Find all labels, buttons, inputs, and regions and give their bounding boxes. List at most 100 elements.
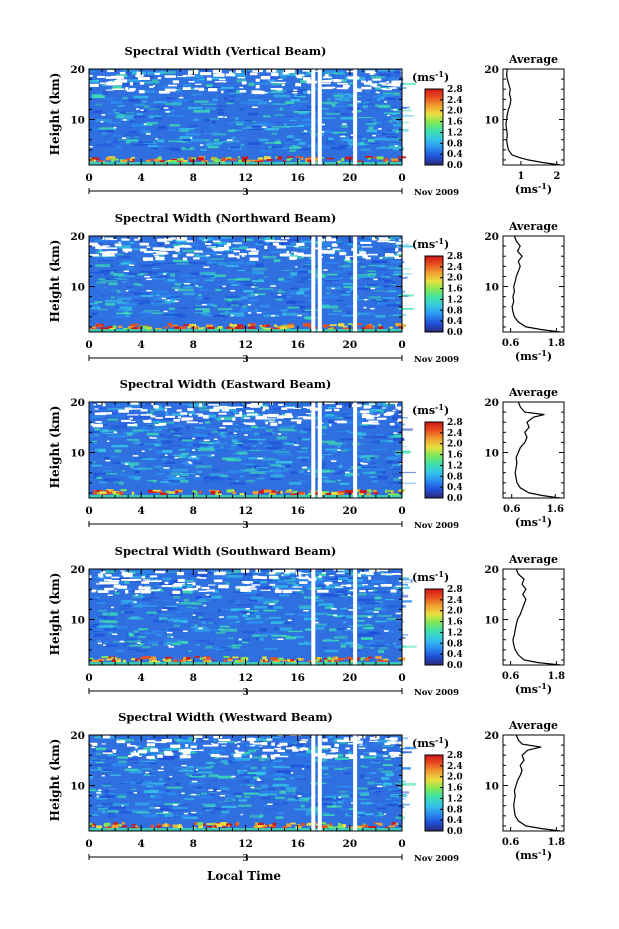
- heatmap-cell: [325, 606, 335, 609]
- heatmap-cell-surface: [337, 657, 345, 661]
- heatmap-cell: [125, 314, 130, 318]
- missing-data-cell: [99, 581, 111, 585]
- heatmap-cell: [143, 80, 148, 82]
- missing-data-cell: [365, 462, 368, 465]
- heatmap-cell: [233, 792, 242, 795]
- heatmap-cell: [393, 437, 405, 441]
- heatmap-cell: [243, 790, 259, 792]
- heatmap-cell: [267, 79, 275, 82]
- missing-data-cell: [282, 589, 293, 594]
- heatmap-cell: [267, 763, 271, 766]
- heatmap-cell: [114, 295, 122, 298]
- missing-data-cell: [305, 575, 309, 579]
- heatmap-cell: [367, 457, 371, 460]
- missing-data-cell: [106, 250, 118, 254]
- heatmap-cell-surface: [303, 323, 311, 327]
- missing-data-cell: [338, 796, 342, 799]
- missing-data-cell: [292, 92, 298, 94]
- heatmap-cell: [204, 297, 210, 300]
- heatmap-cell: [359, 793, 370, 796]
- missing-data-cell: [293, 246, 299, 248]
- heatmap-cell: [193, 402, 209, 404]
- heatmap-cell: [114, 592, 120, 595]
- heatmap-cell: [150, 604, 160, 607]
- heatmap-cell: [197, 470, 203, 473]
- heatmap-cell: [384, 433, 394, 437]
- heatmap-cell: [111, 101, 123, 104]
- missing-data-cell: [294, 252, 304, 256]
- heatmap-cell: [374, 741, 390, 745]
- missing-data-cell: [105, 81, 111, 86]
- heatmap-cell-surface: [203, 659, 210, 663]
- heatmap-cell-surface: [111, 159, 115, 162]
- heatmap-cell: [371, 440, 387, 443]
- heatmap-cell: [373, 95, 380, 98]
- heatmap-cell: [161, 458, 168, 460]
- heatmap-cell: [293, 742, 298, 744]
- heatmap-cell: [324, 649, 339, 653]
- heatmap-cell: [357, 109, 362, 113]
- heatmap-cell: [112, 625, 128, 629]
- missing-data-cell: [89, 83, 99, 87]
- heatmap-cell: [188, 262, 206, 265]
- heatmap-cell-surface: [342, 327, 351, 330]
- heatmap-cell: [318, 433, 328, 435]
- heatmap-cell: [363, 620, 367, 623]
- heatmap-cell: [195, 596, 200, 599]
- heatmap-cell: [92, 258, 103, 260]
- heatmap-cell-surface: [376, 156, 384, 160]
- heatmap-cell: [347, 140, 354, 143]
- missing-data-cell: [394, 145, 398, 147]
- heatmap-cell: [151, 579, 158, 582]
- missing-data-cell: [268, 420, 275, 422]
- heatmap-cell: [203, 87, 211, 89]
- heatmap-cell: [173, 620, 188, 623]
- heatmap-cell: [375, 268, 388, 271]
- heatmap-cell: [277, 291, 286, 293]
- missing-data-cell: [336, 572, 345, 575]
- heatmap-cell: [222, 448, 236, 451]
- missing-data-cell: [170, 237, 176, 240]
- heatmap-cell: [266, 145, 283, 149]
- missing-data-cell: [99, 251, 110, 253]
- heatmap-cell: [358, 249, 364, 253]
- heatmap-cell: [104, 806, 111, 809]
- heatmap-cell: [179, 129, 189, 132]
- heatmap-cell: [133, 143, 148, 146]
- heatmap-cell-surface: [280, 490, 283, 494]
- missing-data-cell: [113, 431, 117, 434]
- missing-data-cell: [129, 88, 136, 91]
- heatmap-cell: [335, 299, 344, 301]
- missing-data-cell: [366, 572, 374, 576]
- heatmap-cell: [240, 416, 247, 420]
- heatmap-cell: [108, 121, 121, 124]
- heatmap-cell: [379, 814, 384, 816]
- heatmap-cell: [346, 305, 360, 308]
- heatmap-cell: [232, 799, 236, 801]
- heatmap-cell: [169, 430, 175, 433]
- missing-data-cell: [336, 739, 349, 742]
- heatmap-cell: [285, 465, 291, 468]
- missing-data-cell: [157, 769, 164, 772]
- missing-data-cell: [290, 772, 294, 774]
- missing-data-cell: [277, 638, 284, 640]
- missing-data-cell: [150, 415, 156, 418]
- missing-data-cell: [113, 584, 121, 588]
- heatmap-cell: [260, 747, 264, 751]
- heatmap-cell: [176, 739, 192, 743]
- heatmap-cell-surface: [164, 823, 168, 827]
- missing-data-cell: [274, 747, 282, 750]
- missing-data-cell: [347, 628, 351, 630]
- missing-data-cell: [379, 82, 387, 84]
- heatmap-cell-surface: [165, 656, 172, 659]
- heatmap-cell: [254, 308, 258, 312]
- heatmap-cell: [368, 593, 381, 596]
- missing-data-cell: [174, 300, 179, 303]
- heatmap-cell: [146, 773, 152, 775]
- heatmap-cell: [96, 804, 103, 807]
- heatmap-cell: [360, 148, 371, 151]
- heatmap-cell: [139, 110, 148, 113]
- heatmap-cell-surface: [257, 157, 264, 160]
- heatmap-cell: [228, 312, 244, 315]
- heatmap-cell-surface: [331, 659, 334, 663]
